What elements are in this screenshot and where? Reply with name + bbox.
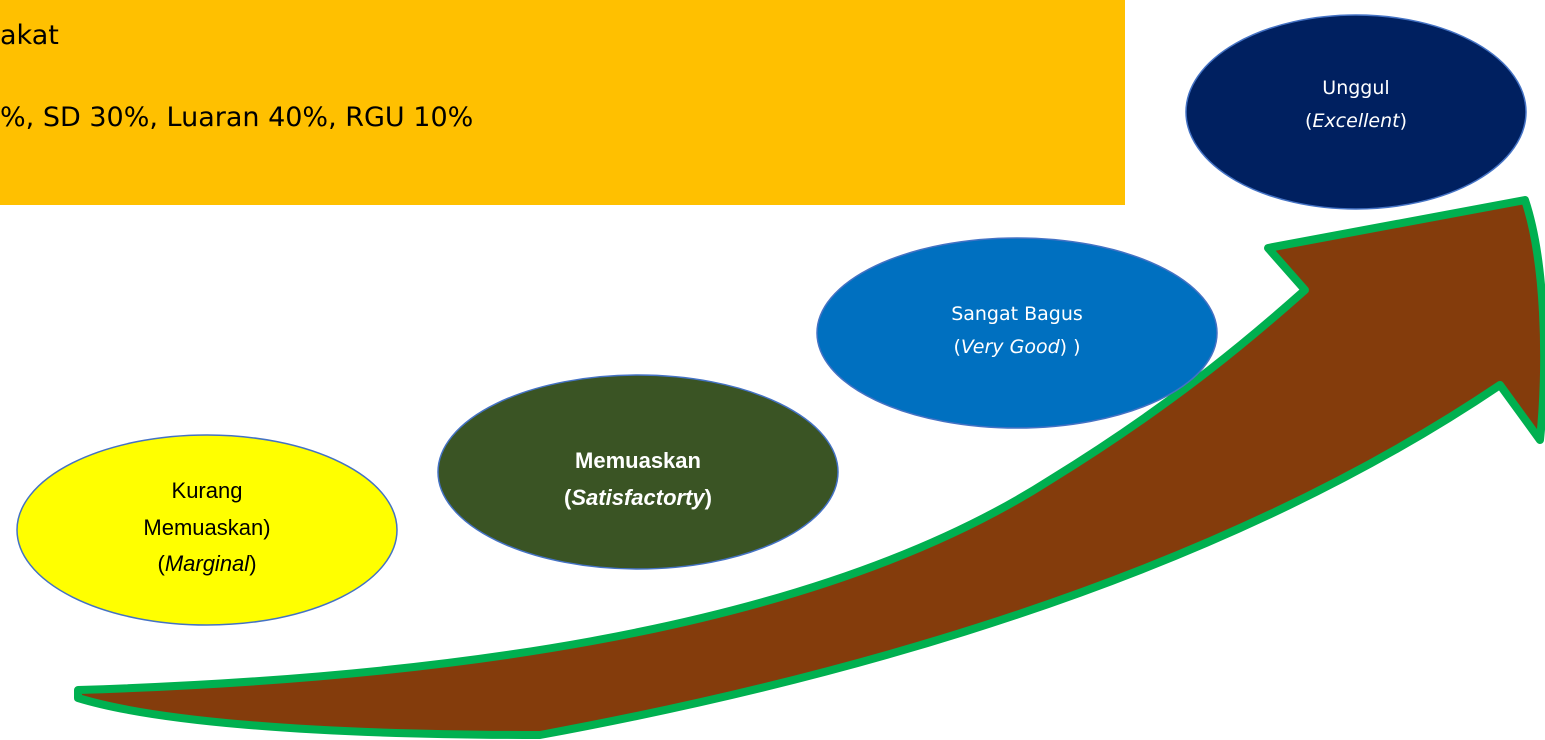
header-box bbox=[0, 0, 1125, 205]
level-label: Kurang bbox=[172, 478, 243, 503]
level-ellipse bbox=[1185, 14, 1527, 210]
level-ellipse bbox=[437, 374, 839, 570]
text: Satisfactorty bbox=[571, 485, 706, 510]
text: ) bbox=[1400, 110, 1407, 132]
level-ellipse bbox=[16, 434, 398, 626]
text: ( bbox=[157, 551, 165, 576]
text: ) bbox=[705, 485, 712, 510]
text: ( bbox=[564, 485, 572, 510]
text: Excellent bbox=[1312, 110, 1401, 132]
level-label: Sangat Bagus bbox=[951, 303, 1083, 325]
text: ( bbox=[954, 336, 961, 358]
level-label: (Excellent) bbox=[1305, 110, 1407, 132]
header-line: %, SD 30%, Luaran 40%, RGU 10% bbox=[0, 102, 473, 133]
level-label: Memuaskan bbox=[575, 448, 701, 473]
text: ) bbox=[249, 551, 256, 576]
level-ellipse bbox=[816, 237, 1218, 429]
level-label: (Marginal) bbox=[157, 551, 256, 576]
text: ( bbox=[1305, 110, 1312, 132]
level-label: Memuaskan) bbox=[143, 515, 270, 540]
level-label: Unggul bbox=[1322, 77, 1389, 99]
text: Marginal bbox=[165, 551, 250, 576]
text: Very Good bbox=[961, 336, 1061, 358]
level-label: (Satisfactorty) bbox=[564, 485, 712, 510]
level-label: (Very Good) ) bbox=[954, 336, 1081, 358]
header-line: akat bbox=[0, 20, 59, 51]
text: ) ) bbox=[1060, 336, 1081, 358]
growth-arrow bbox=[74, 196, 1545, 739]
